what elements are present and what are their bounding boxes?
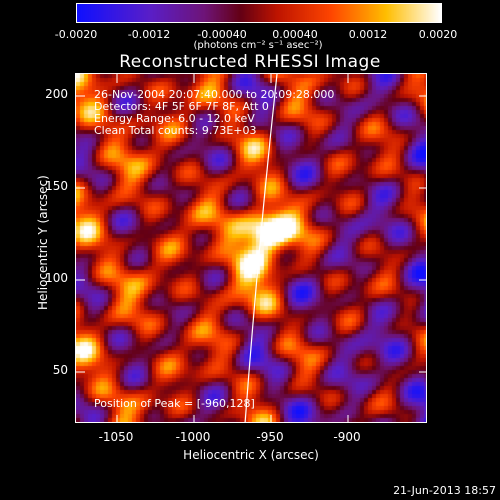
- x-tick-label: -1000: [175, 430, 211, 444]
- x-axis-label: Heliocentric X (arcsec): [183, 448, 319, 462]
- info-time-range: 26-Nov-2004 20:07:40.000 to 20:09:28.000: [94, 88, 335, 101]
- colorbar-units: (photons cm⁻² s⁻¹ asec⁻²): [193, 40, 323, 51]
- colorbar-tick-label: 0.0020: [418, 28, 458, 41]
- colorbar: [76, 3, 442, 23]
- plot-overlay: [76, 74, 426, 422]
- x-tick-label: -900: [333, 430, 361, 444]
- info-total-counts: Clean Total counts: 9.73E+03: [94, 124, 257, 137]
- info-energy-range: Energy Range: 6.0 - 12.0 keV: [94, 112, 255, 125]
- colorbar-tick-label: -0.00040: [197, 28, 247, 41]
- y-axis-label: Heliocentric Y (arcsec): [36, 175, 50, 310]
- plot-title: Reconstructed RHESSI Image: [119, 52, 381, 72]
- y-tick-label: 150: [45, 179, 68, 193]
- colorbar-tick-label: -0.0012: [127, 28, 171, 41]
- y-tick-label: 200: [45, 87, 68, 101]
- solar-limb-line: [244, 74, 278, 422]
- x-tick-label: -1050: [98, 430, 134, 444]
- peak-position-label: Position of Peak = [-960,128]: [94, 397, 255, 410]
- info-detectors: Detectors: 4F 5F 6F 7F 8F, Att 0: [94, 100, 269, 113]
- x-tick-label: -950: [256, 430, 284, 444]
- colorbar-tick-label: 0.00040: [272, 28, 318, 41]
- y-tick-label: 100: [45, 271, 68, 285]
- rhessi-image: [76, 74, 426, 422]
- date-stamp: 21-Jun-2013 18:57: [393, 484, 496, 497]
- colorbar-tick-label: 0.0012: [348, 28, 388, 41]
- y-tick-label: 50: [52, 363, 68, 377]
- colorbar-tick-label: -0.0020: [54, 28, 98, 41]
- image-plot-area: [75, 73, 427, 423]
